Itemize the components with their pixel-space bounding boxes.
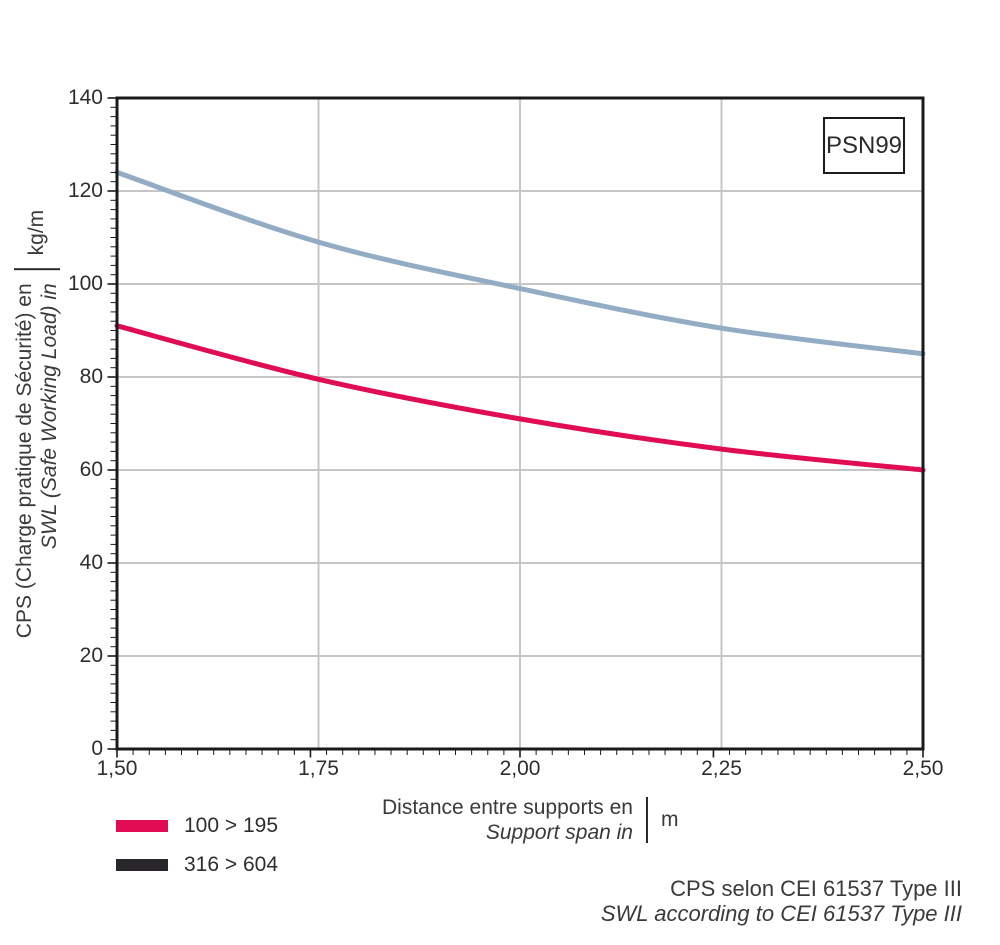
y-axis-label-en: SWL (Safe Working Load) in [38, 283, 61, 550]
y-axis-unit: kg/m [25, 209, 48, 256]
x-axis-title: Distance entre supports en Support span … [382, 795, 678, 845]
y-axis-unit-divider [14, 268, 60, 271]
series-curve [114, 323, 926, 473]
standard-footnote: CPS selon CEI 61537 Type III SWL accordi… [601, 876, 962, 926]
x-axis-label-en: Support span in [485, 821, 633, 844]
legend-label: 316 > 604 [184, 853, 279, 876]
x-axis-label-lines: Distance entre supports en Support span … [382, 795, 633, 845]
legend-item: 100 > 195 [116, 814, 278, 838]
x-axis-unit: m [660, 808, 679, 831]
y-axis-label-fr: CPS (Charge pratique de Sécurité) en [13, 283, 36, 639]
series-code-label: PSN99 [825, 131, 903, 159]
series-curve [114, 169, 926, 357]
footnote-fr: CPS selon CEI 61537 Type III [670, 876, 962, 901]
y-axis-title: CPS (Charge pratique de Sécurité) en SWL… [12, 210, 62, 638]
plot-frame [115, 96, 925, 751]
legend-swatch-dark [116, 859, 168, 871]
legend-label: 100 > 195 [184, 814, 279, 837]
legend-swatch-red [116, 820, 168, 832]
y-axis-label-lines: CPS (Charge pratique de Sécurité) en SWL… [12, 283, 62, 638]
legend-item: 316 > 604 [116, 853, 278, 877]
x-axis-label-fr: Distance entre supports en [382, 796, 633, 819]
x-axis-unit-divider [645, 797, 648, 843]
series-code-box: PSN99 [823, 117, 905, 174]
footnote-en: SWL according to CEI 61537 Type III [600, 901, 962, 926]
legend: 100 > 195 316 > 604 [116, 814, 278, 877]
